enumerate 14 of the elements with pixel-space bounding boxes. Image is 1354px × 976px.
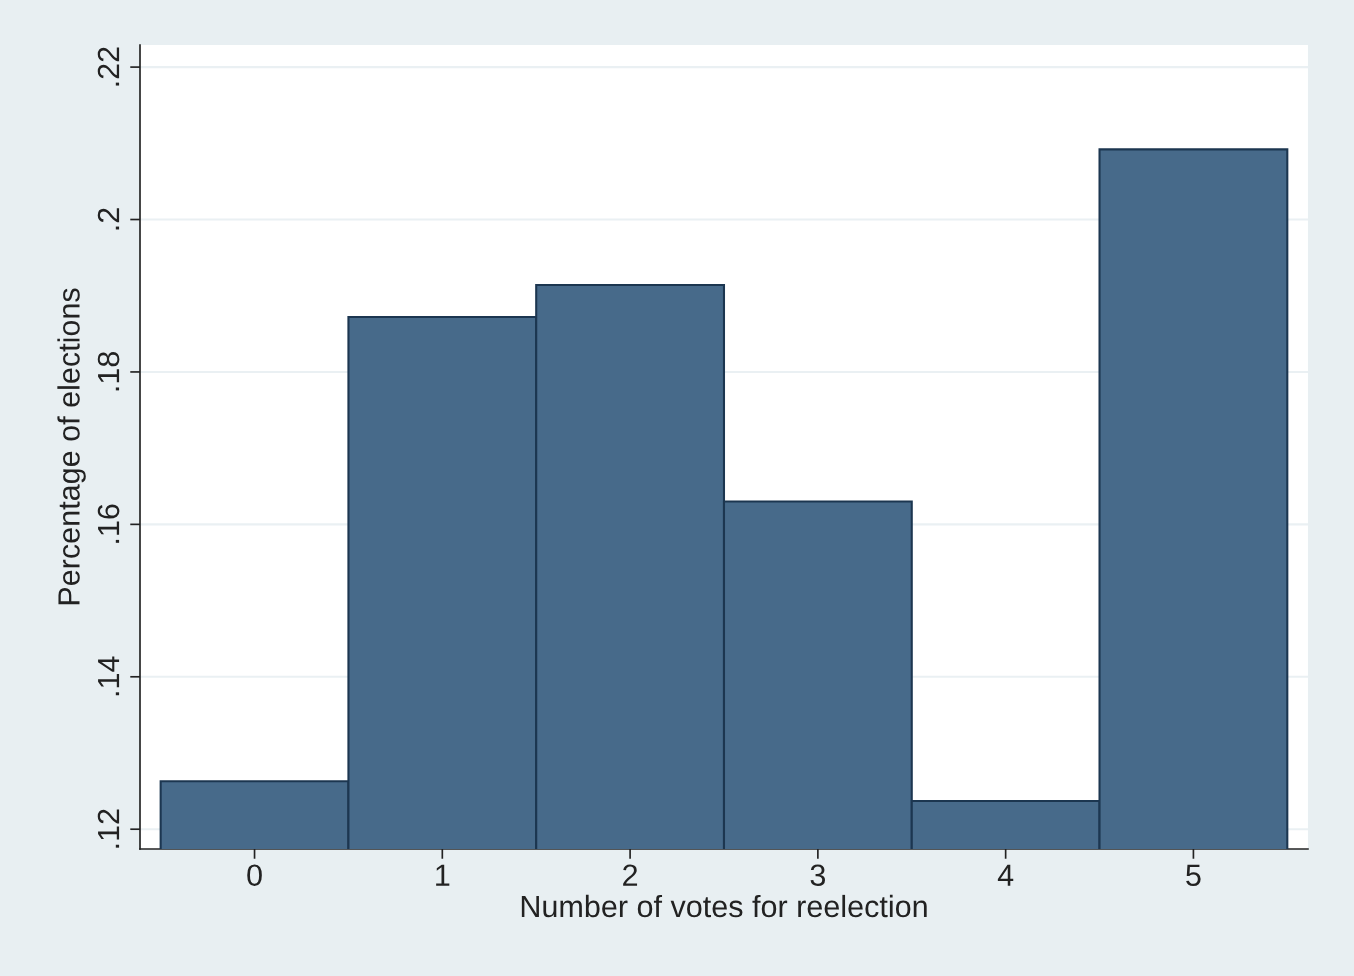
x-tick-label: 3 — [810, 864, 826, 887]
y-tick-label: .2 — [97, 208, 120, 230]
x-axis-title: Number of votes for reelection — [521, 894, 927, 918]
y-tick-label: .22 — [97, 47, 120, 86]
y-axis-title: Percentage of elections — [57, 288, 86, 605]
y-tick-label: .18 — [97, 352, 120, 391]
x-tick-label: 5 — [1186, 864, 1201, 887]
x-tick-label: 1 — [436, 864, 450, 886]
x-tick-label: 4 — [997, 864, 1014, 886]
x-tick-label: 0 — [247, 864, 262, 887]
y-tick-label: .14 — [98, 656, 120, 696]
x-tick-label: 2 — [623, 864, 638, 886]
y-tick-label: .16 — [97, 504, 120, 543]
y-tick-label: .12 — [97, 809, 120, 848]
